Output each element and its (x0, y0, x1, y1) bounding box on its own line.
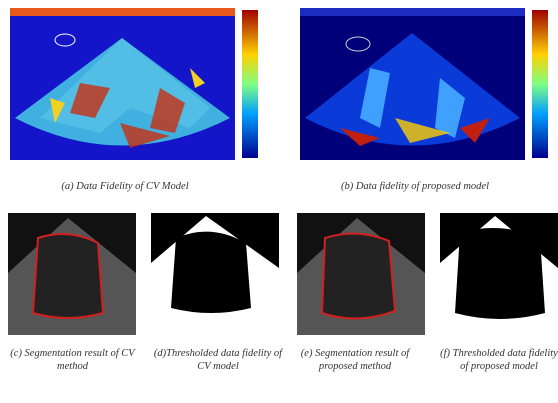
panel-d-image (151, 213, 279, 335)
caption-d: (d)Thresholded data fidelity of CV model (148, 347, 288, 373)
caption-e: (e) Segmentation result of proposed meth… (300, 347, 410, 373)
figure-page: (a) Data Fidelity of CV Model (b) Data f… (0, 0, 558, 403)
panel-a-image (10, 8, 290, 163)
caption-c: (c) Segmentation result of CV method (0, 347, 145, 373)
panel-b-image (300, 8, 558, 163)
panel-c-image (8, 213, 136, 335)
caption-f: (f) Thresholded data fidelity of propose… (440, 347, 558, 373)
panel-e-image (297, 213, 425, 335)
caption-b: (b) Data fidelity of proposed model (300, 180, 530, 193)
caption-a: (a) Data Fidelity of CV Model (10, 180, 240, 193)
panel-f-image (440, 213, 558, 335)
